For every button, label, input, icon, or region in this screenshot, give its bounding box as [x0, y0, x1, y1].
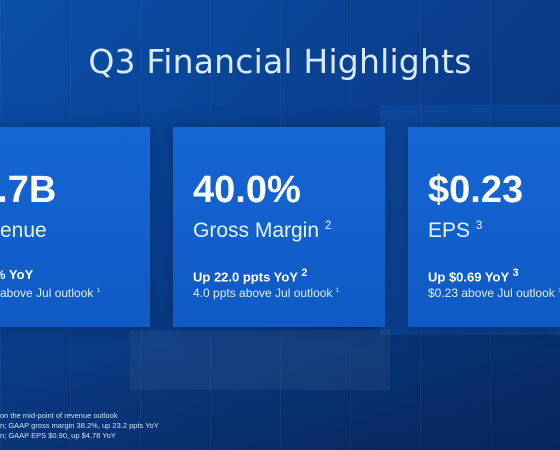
footnote-1: on the mid-point of revenue outlook — [0, 411, 118, 420]
footnote-ref: 1 — [96, 287, 101, 294]
footnote-ref: 2 — [301, 267, 308, 279]
gross-margin-outlook: 4.0 ppts above Jul outlook 1 — [193, 286, 340, 300]
revenue-outlook: above Jul outlook 1 — [0, 286, 101, 300]
eps-change: Up $0.69 YoY 3 — [428, 267, 519, 285]
footnote-ref: 1 — [335, 287, 340, 294]
slide-title: Q3 Financial Highlights — [88, 42, 472, 81]
footnotes: on the mid-point of revenue outlook n; G… — [0, 411, 159, 441]
footnote-ref: 3 — [475, 220, 483, 232]
footnote-3: n; GAAP EPS $0.90, up $4.78 YoY — [0, 431, 116, 440]
footnote-2: n; GAAP gross margin 38.2%, up 23.2 ppts… — [0, 421, 159, 430]
revenue-value: 3.7B — [0, 169, 57, 211]
footnote-ref: 3 — [512, 267, 519, 279]
revenue-change: % YoY — [0, 267, 34, 282]
background-panel — [130, 330, 390, 390]
revenue-label: enue — [0, 219, 47, 242]
footnote-ref: 2 — [324, 220, 332, 232]
eps-value: $0.23 — [428, 169, 524, 211]
eps-label: EPS 3 — [428, 219, 483, 242]
gross-margin-label: Gross Margin 2 — [193, 219, 332, 242]
footnote-ref: 1 — [558, 287, 560, 294]
eps-outlook: $0.23 above Jul outlook 1 — [428, 286, 560, 300]
gross-margin-change: Up 22.0 ppts YoY 2 — [193, 267, 308, 285]
revenue-card: 3.7B enue % YoY above Jul outlook 1 — [0, 127, 150, 327]
gross-margin-card: 40.0% Gross Margin 2 Up 22.0 ppts YoY 2 … — [173, 127, 385, 327]
gross-margin-value: 40.0% — [193, 169, 301, 211]
eps-card: $0.23 EPS 3 Up $0.69 YoY 3 $0.23 above J… — [408, 127, 560, 327]
